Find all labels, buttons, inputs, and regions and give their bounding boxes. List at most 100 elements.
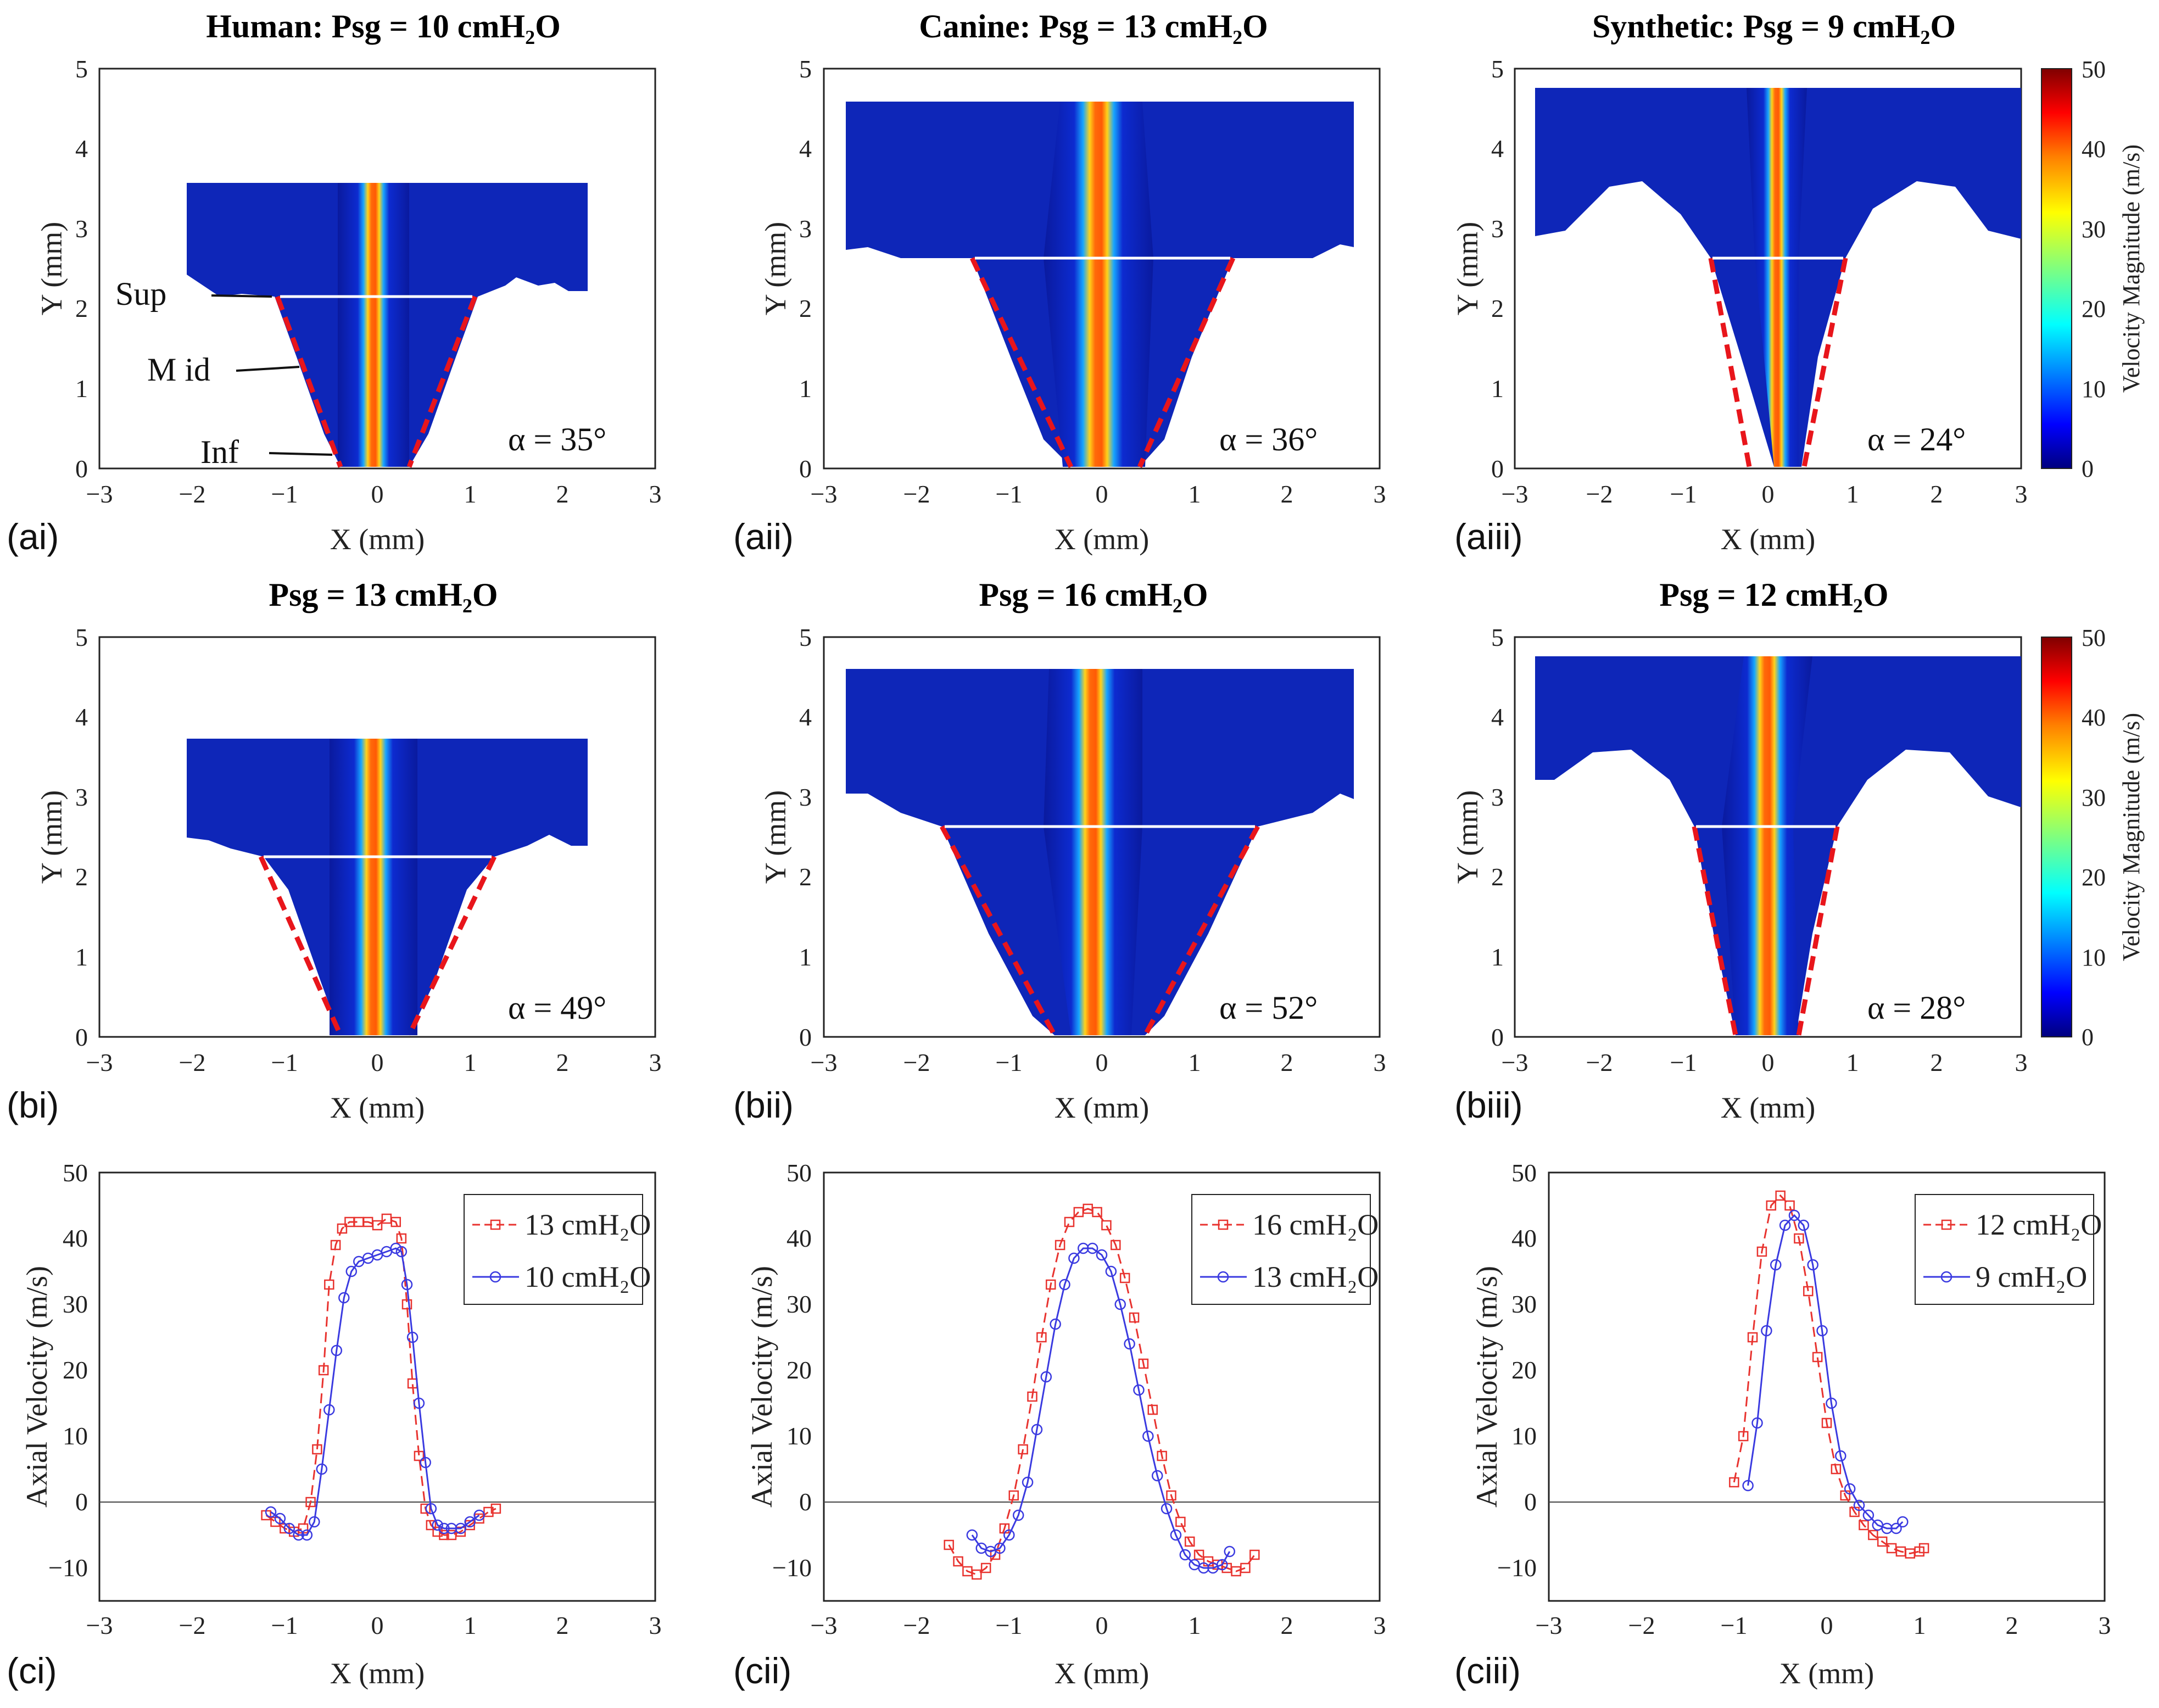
plot-frame <box>1548 1171 2106 1602</box>
y-tick: 1 <box>75 943 88 971</box>
panel-aiii: Synthetic: Psg = 9 cmH₂O α = 24° −3 −2 −… <box>1451 8 2028 557</box>
y-tick: 1 <box>799 375 812 403</box>
panel-label: (biii) <box>1454 1085 1523 1125</box>
data-point-circle <box>265 1506 277 1518</box>
data-point-circle <box>1853 1499 1865 1511</box>
y-tick: 4 <box>799 703 812 731</box>
y-tick: 1 <box>1491 943 1504 971</box>
data-point-square <box>944 1539 954 1550</box>
data-point-square <box>1794 1233 1804 1244</box>
data-point-circle <box>1114 1298 1126 1310</box>
data-point-square <box>1918 1543 1929 1554</box>
x-tick: −1 <box>271 1048 298 1076</box>
x-tick: 2 <box>1931 1048 1943 1076</box>
y-tick: 3 <box>799 783 812 811</box>
y-tick: 0 <box>75 1488 88 1516</box>
data-point-circle <box>1096 1249 1108 1261</box>
colorbar-tick: 40 <box>2082 704 2106 731</box>
x-axis-label: X (mm) <box>1721 1091 1815 1124</box>
colorbar-tick: 50 <box>2082 56 2106 83</box>
jet-core <box>1722 656 1812 1035</box>
x-tick: −2 <box>903 1611 930 1639</box>
panel-label: (ai) <box>7 516 59 557</box>
panel-bii: Psg = 16 cmH₂O α = 52° −3 −2 −1 0 1 2 3 … <box>733 577 1386 1125</box>
x-axis-label: X (mm) <box>330 523 425 556</box>
data-point-circle <box>413 1397 425 1409</box>
data-point-circle <box>464 1516 476 1528</box>
x-tick: 3 <box>2015 480 2028 508</box>
plot-frame <box>98 1171 656 1602</box>
data-point-circle <box>1751 1417 1763 1429</box>
data-point-circle <box>455 1522 467 1534</box>
data-point-circle <box>1761 1325 1772 1337</box>
y-tick: 1 <box>799 943 812 971</box>
data-point-square <box>439 1530 449 1540</box>
x-tick: −3 <box>86 1048 113 1076</box>
legend-box <box>1191 1194 1371 1305</box>
x-tick: 0 <box>1762 480 1775 508</box>
y-tick: 0 <box>799 455 812 483</box>
data-point-circle <box>1844 1483 1856 1495</box>
x-tick: −3 <box>1502 1048 1528 1076</box>
data-point-square <box>1821 1417 1832 1428</box>
panel-title: Psg = 13 cmH₂O <box>269 577 498 613</box>
y-tick: 30 <box>786 1290 812 1318</box>
panel-label: (aiii) <box>1454 516 1523 557</box>
data-point-circle <box>1050 1318 1061 1330</box>
x-tick: −1 <box>1670 480 1697 508</box>
data-point-circle <box>1170 1529 1182 1541</box>
legend-marker-circle <box>489 1271 501 1283</box>
x-tick: 2 <box>1281 480 1293 508</box>
data-point-circle <box>1798 1219 1810 1231</box>
panel-title: Canine: Psg = 13 cmH₂O <box>919 8 1268 44</box>
x-tick: −2 <box>179 1611 206 1639</box>
x-tick: 0 <box>1096 1048 1108 1076</box>
x-tick: 0 <box>1096 480 1108 508</box>
chart-ci: −3 −2 −1 0 1 2 3 −10 0 10 20 30 40 50 X … <box>7 1159 662 1691</box>
y-tick: 0 <box>1491 1023 1504 1051</box>
y-ticks: −10 0 10 20 30 40 50 <box>48 1159 88 1582</box>
colorbar-tick: 30 <box>2082 216 2106 243</box>
y-tick: −10 <box>772 1554 812 1582</box>
y-tick: 40 <box>786 1224 812 1252</box>
colorbar-label: Velocity Magnitude (m/s) <box>2118 144 2145 393</box>
colorbar-tick: 10 <box>2082 944 2106 971</box>
data-point-square <box>401 1299 412 1310</box>
colorbar-gradient <box>2041 637 2072 1037</box>
y-axis-label: Axial Velocity (m/s) <box>745 1266 778 1508</box>
y-tick: 50 <box>1511 1159 1537 1187</box>
y-tick: 5 <box>75 623 88 651</box>
data-point-circle <box>1770 1259 1782 1271</box>
data-point-square <box>1027 1391 1037 1402</box>
x-tick: 3 <box>1374 1048 1386 1076</box>
y-tick: 20 <box>786 1356 812 1384</box>
colorbar-ticks: 0 10 20 30 40 50 <box>2082 624 2106 1051</box>
data-point-circle <box>1086 1242 1098 1254</box>
alpha-label: α = 49° <box>508 990 606 1026</box>
alpha-label: α = 24° <box>1867 421 1966 457</box>
y-tick: 4 <box>75 135 88 163</box>
x-tick: −1 <box>271 1611 298 1639</box>
plot-frame <box>1514 68 2022 470</box>
data-point-circle <box>1003 1529 1015 1541</box>
x-ticks: −3 −2 −1 0 1 2 3 <box>86 1048 662 1076</box>
x-axis-label: X (mm) <box>1055 523 1149 556</box>
legend-marker-circle <box>1217 1271 1229 1283</box>
legend-marker-square <box>490 1219 501 1230</box>
y-tick: 40 <box>63 1224 88 1252</box>
y-tick: 50 <box>786 1159 812 1187</box>
data-point-circle <box>1031 1424 1043 1436</box>
panel-label: (bii) <box>733 1085 794 1125</box>
legend-label: 12 cmH₂O <box>1976 1208 2102 1241</box>
data-point-circle <box>293 1529 304 1541</box>
jet-core <box>1044 669 1142 1035</box>
x-ticks: −3 −2 −1 0 1 2 3 <box>1536 1611 2111 1639</box>
data-point-circle <box>432 1519 443 1531</box>
data-point-square <box>1036 1332 1047 1343</box>
data-point-square <box>432 1526 443 1537</box>
x-ticks: −3 −2 −1 0 1 2 3 <box>1502 480 2028 508</box>
data-point-square <box>483 1506 494 1517</box>
x-tick: 1 <box>1189 1611 1201 1639</box>
data-point-square <box>1803 1286 1814 1297</box>
panel-label: (bi) <box>7 1085 59 1125</box>
